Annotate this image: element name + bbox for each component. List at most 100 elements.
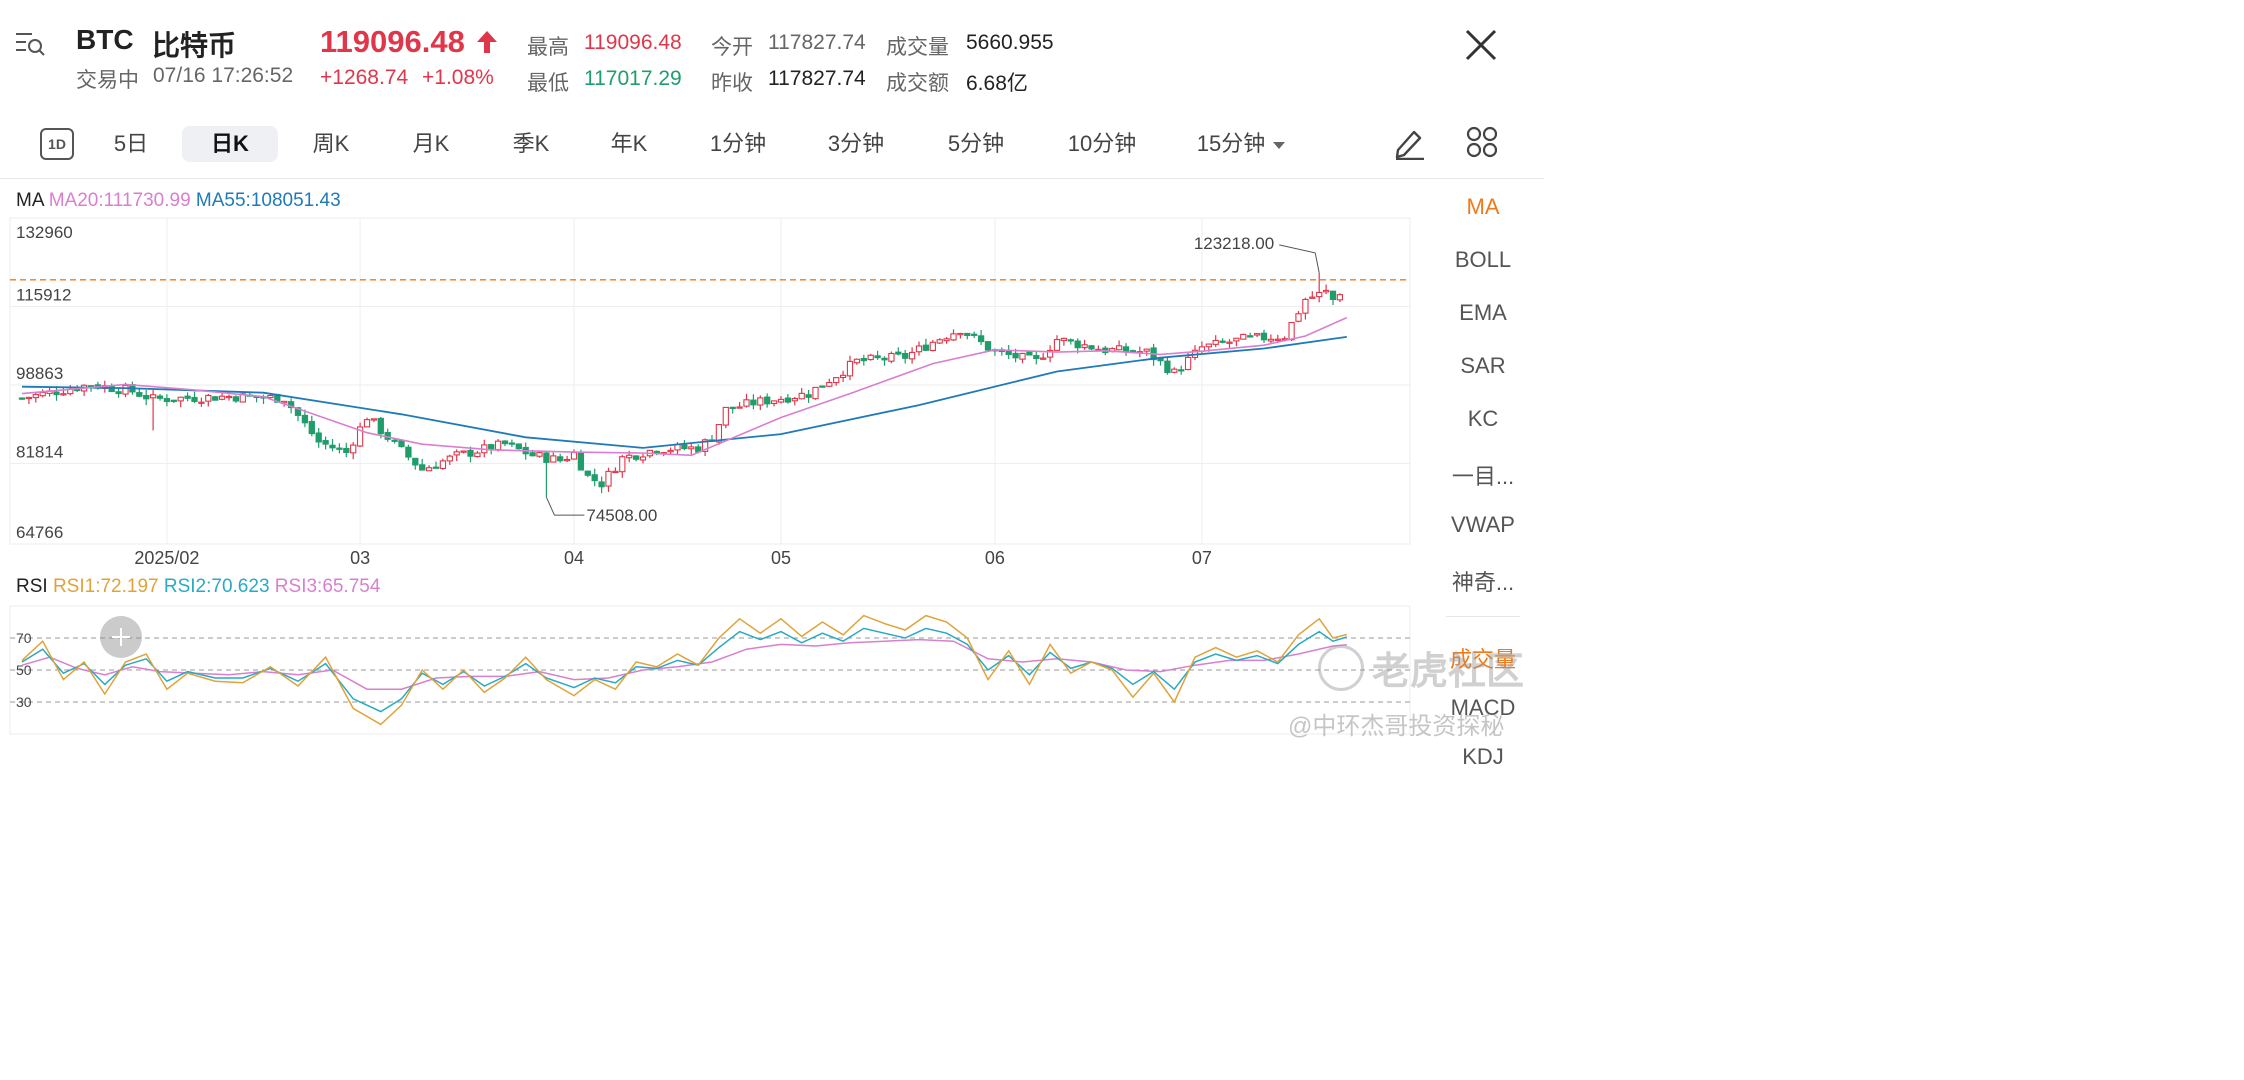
price-change: +1268.74 <box>320 66 409 89</box>
y-tick-label: 81814 <box>16 443 63 462</box>
candle-body <box>1019 352 1026 360</box>
candle-body <box>619 456 626 473</box>
pencil-icon[interactable] <box>1392 124 1428 165</box>
candle-body <box>53 391 60 396</box>
candle-body <box>1336 294 1344 301</box>
candle-body <box>425 467 433 472</box>
stat-low-value: 117017.29 <box>584 67 682 90</box>
chevron-down-icon[interactable] <box>1272 138 1286 156</box>
candle-body <box>136 392 143 397</box>
candle-body <box>239 393 246 403</box>
candle-body <box>867 354 874 361</box>
candle-body <box>529 452 536 457</box>
candle-body <box>156 395 164 399</box>
candle-body <box>1074 340 1081 349</box>
candle-body <box>170 399 177 402</box>
candle-body <box>915 345 923 353</box>
candle-body <box>839 374 847 379</box>
tab-weekly-k[interactable]: 周K <box>312 131 350 156</box>
side-item-kdj[interactable]: KDJ <box>1462 744 1504 769</box>
candle-body <box>722 406 729 426</box>
candle-body <box>232 396 240 402</box>
tab-10min[interactable]: 10分钟 <box>1067 131 1137 156</box>
price-change-pct: +1.08% <box>422 66 494 89</box>
candle-body <box>191 396 198 402</box>
candle-body <box>736 406 743 409</box>
candle-body <box>501 440 509 445</box>
side-item-vwap[interactable]: VWAP <box>1451 512 1515 537</box>
candle-body <box>612 470 619 474</box>
side-item-ma[interactable]: MA <box>1466 194 1500 219</box>
price-up-arrow-icon <box>476 30 498 59</box>
tab-3min[interactable]: 3分钟 <box>827 131 885 156</box>
candle-body <box>950 333 957 341</box>
candle-body <box>1253 333 1261 336</box>
rsi-tick-label: 50 <box>16 662 32 678</box>
tab-yearly-k[interactable]: 年K <box>610 131 648 156</box>
candle-body <box>826 381 833 387</box>
last-price: 119096.48 <box>320 24 465 59</box>
tab-15min[interactable]: 15分钟 <box>1196 131 1266 156</box>
stat-high-label: 最高 <box>527 36 569 59</box>
grid-icon[interactable] <box>1466 126 1498 163</box>
side-item-ema[interactable]: EMA <box>1459 300 1507 325</box>
side-divider <box>1446 616 1520 617</box>
candle-body <box>1302 298 1309 314</box>
candle-body <box>1322 289 1330 293</box>
candle-body <box>798 392 805 400</box>
side-item-kc[interactable]: KC <box>1467 406 1499 431</box>
candlestick-chart[interactable]: 132960 115912 98863 81814 64766 2025/02 03 04 05… <box>0 180 1420 575</box>
candle-body <box>1329 290 1337 300</box>
tab-5day[interactable]: 5日 <box>113 131 149 156</box>
side-item-boll[interactable]: BOLL <box>1454 247 1512 272</box>
candle-body <box>964 332 971 337</box>
candle-body <box>729 406 736 410</box>
rsi-tick-label: 30 <box>16 694 32 710</box>
candle-body <box>757 397 764 406</box>
low-annotation-leader <box>545 496 585 516</box>
candle-body <box>1247 335 1254 338</box>
close-icon[interactable] <box>1464 28 1498 67</box>
side-item-volume[interactable]: 成交量 <box>1449 647 1516 672</box>
candle-body <box>60 393 67 396</box>
candle-body <box>688 446 695 450</box>
candle-body <box>322 440 329 445</box>
menu-search-icon[interactable] <box>14 28 46 60</box>
candle-body <box>398 440 405 448</box>
oneday-icon[interactable]: 1D <box>40 128 74 160</box>
candle-body <box>888 352 895 362</box>
tab-quarterly-k[interactable]: 季K <box>512 131 550 156</box>
candle-body <box>439 460 447 469</box>
candle-body <box>701 439 709 452</box>
side-item-magic[interactable]: 神奇... <box>1451 570 1515 595</box>
candle-body <box>1260 332 1268 341</box>
candle-body <box>605 470 612 487</box>
oneday-icon-label: 1D <box>48 136 66 152</box>
candle-body <box>1164 360 1171 374</box>
rsi1-line <box>21 614 1347 726</box>
rsi-chart[interactable]: 70 50 30 RSI RSI1:72.197 RSI2:70.623 RSI3:6… <box>0 572 1420 755</box>
candle-body <box>1060 337 1068 342</box>
side-item-macd[interactable]: MACD <box>1450 695 1516 720</box>
candle-body <box>598 481 605 488</box>
candle-body <box>405 446 412 458</box>
ma20-line <box>21 316 1348 457</box>
tab-1min[interactable]: 1分钟 <box>709 131 767 156</box>
x-tick-label: 06 <box>985 548 1005 568</box>
y-tick-label: 64766 <box>16 523 63 542</box>
header-divider <box>0 178 1544 179</box>
tab-monthly-k[interactable]: 月K <box>412 131 450 156</box>
candle-body <box>1046 349 1054 358</box>
side-item-sar[interactable]: SAR <box>1460 353 1506 378</box>
watermark-author: @中环杰哥投资探秘 <box>1288 713 1505 740</box>
y-tick-label: 132960 <box>16 223 73 242</box>
candle-body <box>1212 339 1219 345</box>
candle-body <box>881 357 888 361</box>
tab-daily-k[interactable]: 日K <box>182 126 278 162</box>
candle-body <box>432 466 440 469</box>
crosshair-button[interactable] <box>100 616 142 658</box>
candle-body <box>336 447 343 450</box>
candle-body <box>205 394 212 402</box>
side-item-ichimoku[interactable]: 一目... <box>1451 464 1515 489</box>
tab-5min[interactable]: 5分钟 <box>947 131 1005 156</box>
